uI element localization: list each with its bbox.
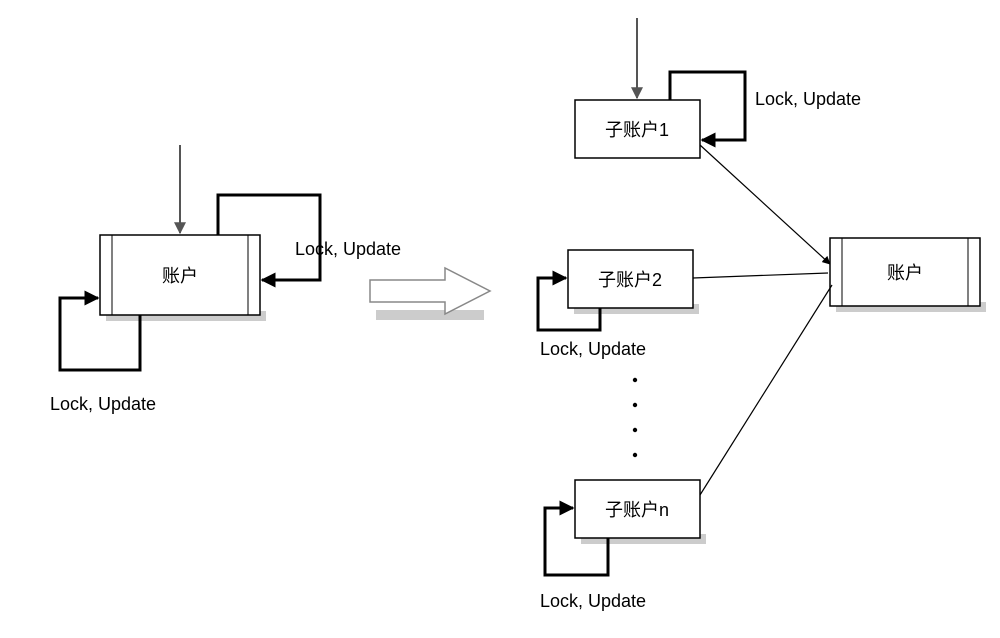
sub-account-1-group: 子账户1	[575, 100, 700, 158]
diagram-canvas: 账户 Lock, Update Lock, Update 子账户1 Lock, …	[0, 0, 1000, 638]
vdot	[633, 403, 637, 407]
sub2-lock-label: Lock, Update	[540, 339, 646, 359]
edge-sub1-account	[700, 145, 830, 264]
edge-sub2-account	[693, 273, 828, 278]
subn-label: 子账户n	[605, 500, 669, 520]
sub-account-n-group: 子账户n	[575, 480, 706, 544]
big-transform-arrow	[370, 268, 490, 320]
right-account-label: 账户	[887, 263, 923, 283]
left-account-label: 账户	[162, 266, 198, 286]
right-account-group: 账户	[830, 238, 986, 312]
left-account-group: 账户	[100, 235, 266, 321]
subn-lock-label: Lock, Update	[540, 591, 646, 611]
sub-account-2-group: 子账户2	[568, 250, 699, 314]
left-lower-lock-label: Lock, Update	[50, 394, 156, 414]
vdot	[633, 453, 637, 457]
sub2-label: 子账户2	[598, 270, 662, 290]
edge-subn-account	[700, 285, 832, 495]
sub1-label: 子账户1	[605, 120, 669, 140]
sub1-lock-label: Lock, Update	[755, 89, 861, 109]
vdot	[633, 378, 637, 382]
left-upper-lock-label: Lock, Update	[295, 239, 401, 259]
vdot	[633, 428, 637, 432]
